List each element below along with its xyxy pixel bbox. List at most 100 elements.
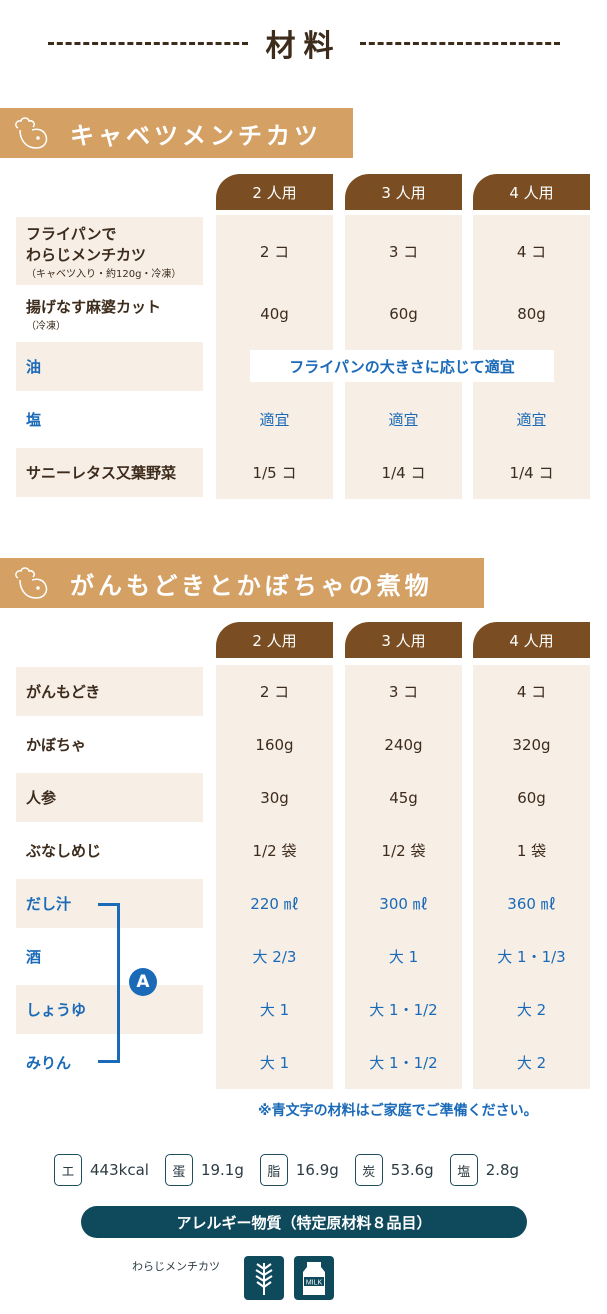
- ingredient-name: サニーレタス又葉野菜: [26, 464, 177, 482]
- page-title: 材料: [265, 29, 342, 64]
- ingredient-label: みりん: [16, 1038, 203, 1087]
- milk-icon: MILK: [294, 1256, 334, 1300]
- recipe-title: がんもどきとかぼちゃの煮物: [70, 571, 433, 600]
- ingredient-amount: 240g: [384, 735, 423, 754]
- ingredient-amount: 大 1・1/3: [497, 948, 566, 966]
- ingredient-name: かぼちゃ: [26, 736, 87, 754]
- ingredient-name: 揚げなす麻婆カット: [26, 297, 162, 316]
- group-badge: A: [129, 968, 157, 996]
- ingredient-amount: 40g: [260, 304, 289, 323]
- ingredient-amount: 160g: [255, 735, 294, 754]
- ingredient-amount: 1/2 袋: [252, 842, 297, 860]
- servings-header: 2 人用: [216, 622, 333, 658]
- ingredient-amount: 大 1・1/2: [369, 1001, 438, 1019]
- allergy-header: アレルギー物質（特定原材料８品目）: [81, 1206, 527, 1238]
- ingredient-name: だし汁: [26, 895, 72, 913]
- nutrition-value: 53.6g: [390, 1161, 434, 1179]
- recipe-banner: がんもどきとかぼちゃの煮物: [0, 558, 484, 608]
- servings-column: [345, 665, 462, 1089]
- ingredient-label: 揚げなす麻婆カット （冷凍）: [16, 289, 203, 338]
- ingredient-label: ぶなしめじ: [16, 826, 203, 875]
- ingredient-amount: 360 ㎖: [507, 895, 556, 913]
- ingredient-amount: 3 コ: [388, 242, 419, 261]
- ingredient-name: 酒: [26, 948, 42, 966]
- section-title: 材料: [0, 18, 607, 68]
- ingredient-label: 油: [16, 342, 203, 391]
- ingredient-label: がんもどき: [16, 667, 203, 716]
- ingredient-label: 人参: [16, 773, 203, 822]
- ingredient-amount: 適宜: [516, 411, 547, 429]
- ingredient-note: （キャベツ入り・約120g・冷凍）: [26, 268, 182, 280]
- ingredient-note: （冷凍）: [26, 320, 66, 332]
- ingredient-amount: 320g: [512, 735, 551, 754]
- ingredient-amount: 2 コ: [259, 242, 290, 261]
- nutrition-key: 塩: [449, 1154, 478, 1186]
- ingredient-label: 塩: [16, 395, 203, 444]
- ingredient-amount: 適宜: [388, 411, 419, 429]
- ingredient-label: フライパンでわらじメンチカツ （キャベツ入り・約120g・冷凍）: [16, 217, 203, 285]
- ingredient-amount: 大 1・1/2: [369, 1054, 438, 1072]
- ingredient-amount: 45g: [389, 788, 418, 807]
- ingredient-name: ぶなしめじ: [26, 842, 102, 860]
- nutrition-key: 炭: [354, 1154, 383, 1186]
- ingredient-name: がんもどき: [26, 683, 101, 701]
- ingredient-amount: 1/4 コ: [509, 464, 554, 482]
- servings-header: 4 人用: [473, 622, 590, 658]
- servings-header: 2 人用: [216, 174, 333, 210]
- ingredient-amount: 300 ㎖: [379, 895, 428, 913]
- ingredient-amount: 1/5 コ: [252, 464, 297, 482]
- ingredient-name: フライパンで: [26, 224, 117, 243]
- ingredient-amount-span: フライパンの大きさに応じて適宜: [250, 350, 554, 382]
- ingredient-amount: 4 コ: [516, 683, 547, 701]
- nutrition-value: 2.8g: [485, 1161, 520, 1179]
- ingredient-amount: 3 コ: [388, 683, 419, 701]
- ingredient-amount: 4 コ: [516, 242, 547, 261]
- ingredient-amount: 大 2: [516, 1054, 547, 1072]
- ingredient-name: 人参: [26, 789, 57, 807]
- ingredient-name: 塩: [26, 411, 42, 429]
- ingredient-amount: 1 袋: [516, 842, 547, 860]
- ingredient-amount: 60g: [517, 788, 546, 807]
- recipe-title: キャベツメンチカツ: [70, 121, 322, 150]
- servings-header: 4 人用: [473, 174, 590, 210]
- nutrition-value: 443kcal: [90, 1161, 149, 1179]
- wheat-icon: [244, 1256, 284, 1300]
- ingredient-amount: 1/2 袋: [381, 842, 426, 860]
- ingredient-label: サニーレタス又葉野菜: [16, 448, 203, 497]
- nutrition-value: 19.1g: [200, 1161, 244, 1179]
- ingredient-amount: 30g: [260, 788, 289, 807]
- ingredient-amount: 80g: [517, 304, 546, 323]
- ingredient-amount: 220 ㎖: [250, 895, 299, 913]
- ingredient-label: 酒: [16, 932, 203, 981]
- ingredient-label: しょうゆ: [16, 985, 203, 1034]
- ingredient-name-2: わらじメンチカツ: [26, 245, 147, 264]
- ingredient-amount: 大 2: [516, 1001, 547, 1019]
- nutrition-facts: エ 443kcal 蛋 19.1g 脂 16.9g 炭 53.6g 塩 2.8g: [54, 1154, 527, 1186]
- servings-column: [216, 665, 333, 1089]
- servings-header: 3 人用: [345, 622, 462, 658]
- allergy-item: わらじメンチカツ: [132, 1260, 220, 1273]
- nutrition-key: 蛋: [164, 1154, 193, 1186]
- ingredient-name: みりん: [26, 1054, 72, 1072]
- servings-header: 3 人用: [345, 174, 462, 210]
- ingredient-amount: 適宜: [259, 411, 290, 429]
- recipe-banner: キャベツメンチカツ: [0, 108, 353, 158]
- ingredient-amount: 60g: [389, 304, 418, 323]
- group-bracket: [98, 903, 120, 1063]
- nutrition-value: 16.9g: [295, 1161, 339, 1179]
- ingredient-amount: 大 2/3: [252, 948, 297, 966]
- ingredient-amount: 2 コ: [259, 683, 290, 701]
- ingredient-amount: 1/4 コ: [381, 464, 426, 482]
- svg-text:MILK: MILK: [306, 1280, 323, 1287]
- nutrition-key: エ: [54, 1154, 82, 1186]
- ingredient-name: 油: [26, 358, 42, 376]
- ingredient-label: かぼちゃ: [16, 720, 203, 769]
- ingredient-amount: 大 1: [259, 1054, 290, 1072]
- ingredient-amount: 大 1: [259, 1001, 290, 1019]
- chef-icon: [15, 567, 48, 599]
- ingredient-amount: 大 1: [388, 948, 419, 966]
- nutrition-key: 脂: [259, 1154, 288, 1186]
- chef-icon: [15, 117, 48, 149]
- divider: [47, 41, 248, 45]
- divider: [359, 41, 560, 45]
